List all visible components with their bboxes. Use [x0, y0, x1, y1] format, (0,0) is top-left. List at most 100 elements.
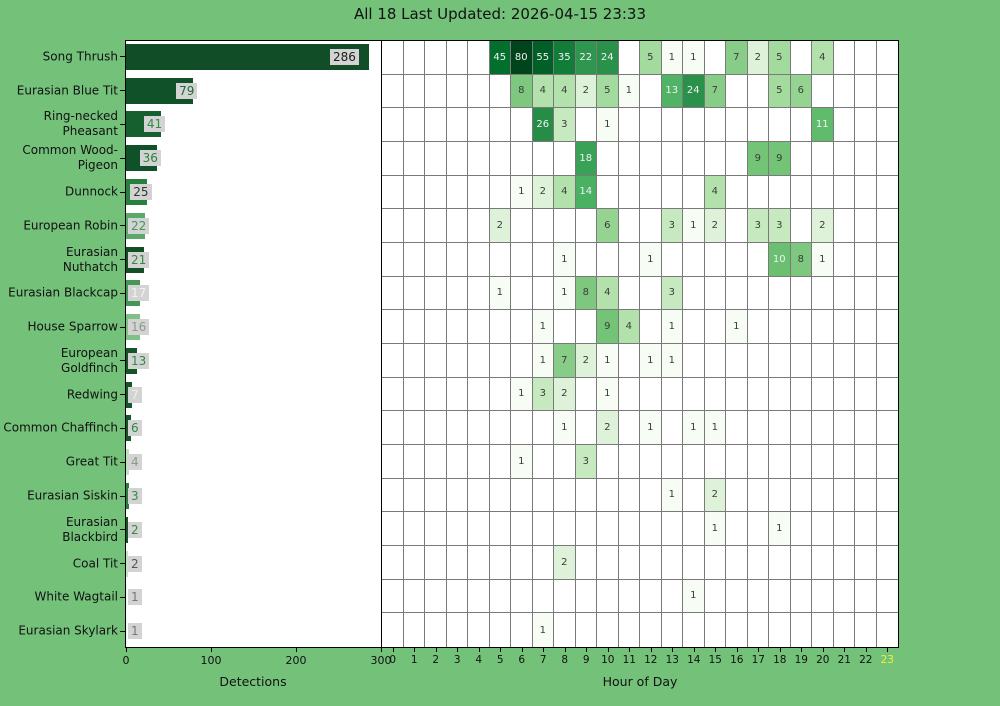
- heatmap-grid: 45 80 55 35 22 24 5 1 1 7 2 5 4 8 4 4 2 5 1 13 24 7 5 6 26 3 1 11 18…: [382, 41, 898, 647]
- heatmap-cell: [812, 310, 834, 344]
- heatmap-cell: [489, 74, 511, 109]
- heatmap-cell: 9: [597, 310, 619, 344]
- heatmap-cell: [769, 478, 791, 513]
- heatmap-cell: [661, 175, 683, 210]
- bar-x-tick-label: 300: [370, 654, 392, 667]
- detection-count-label: 41: [143, 116, 166, 133]
- heatmap-cell: 1: [661, 478, 683, 513]
- heatmap-cell: [790, 546, 812, 580]
- heatmap-cell: [489, 411, 511, 445]
- heatmap-cell: [833, 579, 855, 614]
- hour-tick-label: 4: [475, 654, 483, 666]
- heatmap-cell: [833, 209, 855, 243]
- heatmap-cell: [554, 478, 576, 513]
- y-tick-mark: [120, 326, 125, 328]
- y-tick-mark: [120, 292, 125, 294]
- heatmap-cell: [726, 546, 748, 580]
- heatmap-cell: [597, 175, 619, 210]
- heatmap-cell: [618, 276, 640, 311]
- hour-tick-mark: [736, 648, 738, 652]
- heatmap-cell: 7: [704, 74, 726, 109]
- heatmap-cell: 1: [597, 344, 619, 378]
- bar-x-tick-mark: [126, 648, 127, 652]
- heatmap-cell: [446, 377, 468, 412]
- hour-tick-mark: [779, 648, 781, 652]
- heatmap-cell: [726, 108, 748, 142]
- heatmap-cell: [833, 74, 855, 109]
- heatmap-cell: [446, 209, 468, 243]
- heatmap-cell: 7: [554, 344, 576, 378]
- hour-tick-mark: [457, 648, 459, 652]
- heatmap-cell: [834, 613, 855, 647]
- heatmap-cell: [597, 546, 619, 580]
- detection-count-label: 2: [128, 555, 142, 572]
- heatmap-cell: [790, 478, 812, 513]
- heatmap-cell: [532, 209, 554, 243]
- heatmap-cell: 2: [704, 209, 726, 243]
- heatmap-cell: [747, 377, 769, 412]
- heatmap-cell: [704, 344, 726, 378]
- heatmap-cell: [403, 243, 425, 277]
- heatmap-cell: [812, 344, 834, 378]
- heatmap-cell: [425, 142, 447, 176]
- hour-tick-label: 12: [644, 654, 658, 666]
- heatmap-cell: [468, 276, 490, 311]
- hour-tick-mark: [865, 648, 867, 652]
- heatmap-cell: [532, 512, 554, 546]
- heatmap-cell: [489, 445, 511, 479]
- heatmap-cell: 11: [812, 108, 834, 142]
- heatmap-cell: [640, 512, 662, 546]
- heatmap-cell: [468, 377, 490, 412]
- heatmap-cell: [812, 546, 834, 580]
- detection-count-bar: [126, 550, 128, 577]
- heatmap-cell: [511, 478, 533, 513]
- heatmap-cell: [446, 276, 468, 311]
- heatmap-cell: 9: [747, 142, 769, 176]
- species-label: Eurasian Skylark: [18, 623, 118, 638]
- heatmap-cell: [812, 175, 834, 210]
- heatmap-cell: 1: [661, 310, 683, 344]
- species-label: Eurasian Siskin: [27, 488, 118, 503]
- heatmap-cell: [726, 478, 748, 513]
- heatmap-cell: [640, 478, 662, 513]
- heatmap-cell: [597, 512, 619, 546]
- heatmap-cell: [855, 209, 877, 243]
- hour-tick-label: 8: [561, 654, 569, 666]
- heatmap-cell: 1: [812, 243, 834, 277]
- heatmap-cell: [747, 276, 769, 311]
- heatmap-cell: [425, 613, 447, 647]
- heatmap-cell: 18: [575, 142, 597, 176]
- heatmap-cell: [790, 175, 812, 210]
- heatmap-cell: [554, 310, 576, 344]
- heatmap-cell: [747, 74, 769, 109]
- heatmap-cell: 4: [554, 74, 576, 109]
- heatmap-cell: [532, 411, 554, 445]
- heatmap-cell: 2: [532, 175, 554, 210]
- heatmap-cell: [618, 478, 640, 513]
- heatmap-cell: [876, 445, 898, 479]
- heatmap-cell: [489, 142, 511, 176]
- heatmap-cell: [468, 478, 490, 513]
- species-label: Eurasian Blue Tit: [16, 83, 118, 98]
- heatmap-cell: 1: [704, 512, 726, 546]
- heatmap-cell: [747, 512, 769, 546]
- species-label: Dunnock: [65, 184, 118, 199]
- heatmap-cell: [382, 310, 404, 344]
- heatmap-cell: 80: [511, 41, 533, 75]
- heatmap-cell: [812, 478, 834, 513]
- heatmap-cell: [855, 512, 877, 546]
- heatmap-cell: [425, 175, 447, 210]
- heatmap-cell: [855, 546, 877, 580]
- heatmap-cell: 2: [597, 411, 619, 445]
- heatmap-cell: [704, 546, 726, 580]
- heatmap-cell: [855, 377, 877, 412]
- heatmap-cell: 4: [618, 310, 640, 344]
- heatmap-cell: [833, 512, 855, 546]
- heatmap-cell: [661, 579, 683, 614]
- heatmap-cell: 1: [597, 108, 619, 142]
- heatmap-cell: [876, 546, 898, 580]
- heatmap-cell: [618, 41, 640, 75]
- heatmap-cell: 2: [554, 377, 576, 412]
- heatmap-cell: [769, 445, 791, 479]
- heatmap-cell: [683, 445, 705, 479]
